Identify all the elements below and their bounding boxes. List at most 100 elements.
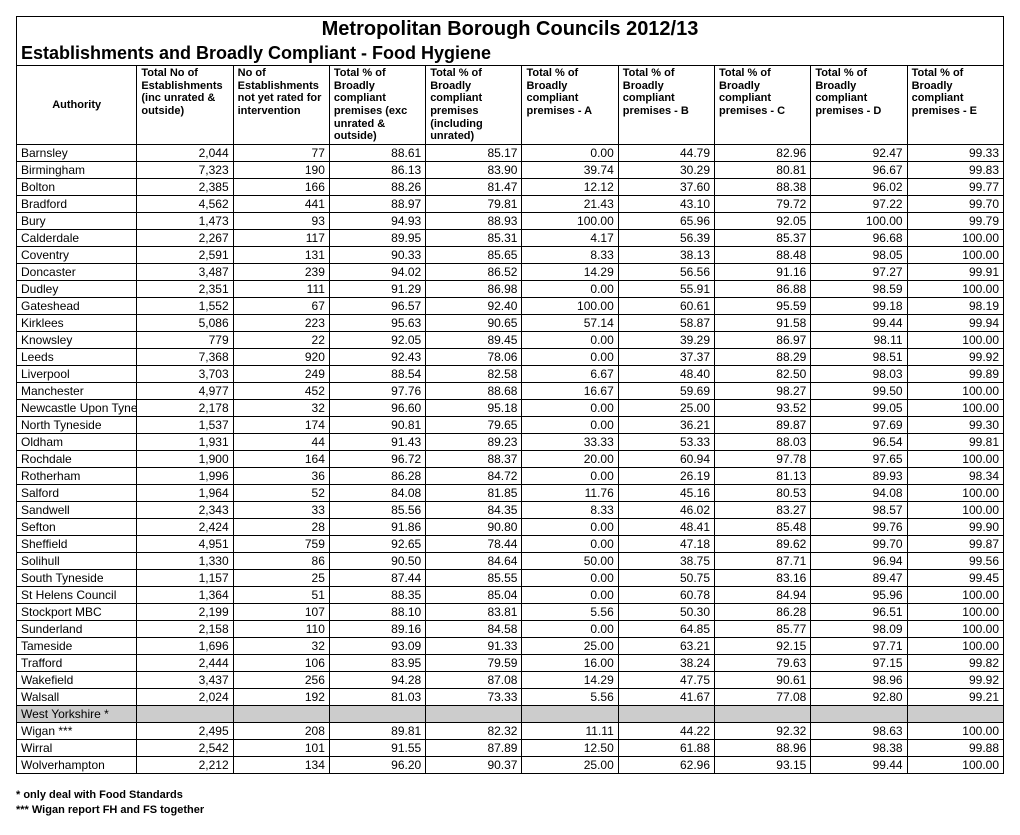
value-cell: 99.18 (811, 297, 907, 314)
value-cell: 87.89 (426, 739, 522, 756)
value-cell: 98.96 (811, 671, 907, 688)
table-row: Rotherham1,9963686.2884.720.0026.1981.13… (17, 467, 1004, 484)
value-cell: 99.50 (811, 382, 907, 399)
authority-cell: Gateshead (17, 297, 137, 314)
value-cell: 1,537 (137, 416, 233, 433)
value-cell: 84.64 (426, 552, 522, 569)
value-cell: 51 (233, 586, 329, 603)
value-cell: 1,964 (137, 484, 233, 501)
authority-cell: Newcastle Upon Tyne (17, 399, 137, 416)
value-cell: 46.02 (618, 501, 714, 518)
value-cell: 759 (233, 535, 329, 552)
rows-after: Wigan ***2,49520889.8182.3211.1144.2292.… (17, 722, 1004, 773)
value-cell: 94.08 (811, 484, 907, 501)
value-cell: 95.96 (811, 586, 907, 603)
value-cell: 28 (233, 518, 329, 535)
table-row: Bury1,4739394.9388.93100.0065.9692.05100… (17, 212, 1004, 229)
value-cell: 2,178 (137, 399, 233, 416)
value-cell: 99.90 (907, 518, 1003, 535)
authority-cell: Stockport MBC (17, 603, 137, 620)
authority-cell: Leeds (17, 348, 137, 365)
value-cell: 87.08 (426, 671, 522, 688)
value-cell: 39.29 (618, 331, 714, 348)
value-cell: 92.65 (329, 535, 425, 552)
value-cell: 97.71 (811, 637, 907, 654)
authority-cell: Knowsley (17, 331, 137, 348)
value-cell: 8.33 (522, 501, 618, 518)
value-cell: 4.17 (522, 229, 618, 246)
value-cell: 78.44 (426, 535, 522, 552)
value-cell: 25.00 (618, 399, 714, 416)
authority-cell: Doncaster (17, 263, 137, 280)
value-cell: 92.32 (715, 722, 811, 739)
grey-label: West Yorkshire * (17, 705, 137, 722)
value-cell: 174 (233, 416, 329, 433)
table-row: Sunderland2,15811089.1684.580.0064.8585.… (17, 620, 1004, 637)
value-cell: 91.43 (329, 433, 425, 450)
value-cell: 0.00 (522, 280, 618, 297)
value-cell: 88.03 (715, 433, 811, 450)
value-cell: 106 (233, 654, 329, 671)
value-cell: 100.00 (907, 484, 1003, 501)
value-cell: 86.88 (715, 280, 811, 297)
value-cell: 90.81 (329, 416, 425, 433)
table-row: Wolverhampton2,21213496.2090.3725.0062.9… (17, 756, 1004, 773)
value-cell: 89.45 (426, 331, 522, 348)
table-row: North Tyneside1,53717490.8179.650.0036.2… (17, 416, 1004, 433)
value-cell: 37.37 (618, 348, 714, 365)
value-cell: 100.00 (907, 756, 1003, 773)
value-cell: 90.50 (329, 552, 425, 569)
table-row: Sefton2,4242891.8690.800.0048.4185.4899.… (17, 518, 1004, 535)
value-cell: 96.94 (811, 552, 907, 569)
value-cell: 38.75 (618, 552, 714, 569)
value-cell: 100.00 (907, 722, 1003, 739)
value-cell: 62.96 (618, 756, 714, 773)
value-cell: 98.63 (811, 722, 907, 739)
value-cell: 21.43 (522, 195, 618, 212)
table-row: Birmingham7,32319086.1383.9039.7430.2980… (17, 161, 1004, 178)
value-cell: 85.55 (426, 569, 522, 586)
authority-cell: Sheffield (17, 535, 137, 552)
value-cell: 92.05 (329, 331, 425, 348)
value-cell: 2,212 (137, 756, 233, 773)
value-cell: 88.35 (329, 586, 425, 603)
value-cell: 84.58 (426, 620, 522, 637)
value-cell: 0.00 (522, 399, 618, 416)
value-cell: 100.00 (522, 212, 618, 229)
value-cell: 93 (233, 212, 329, 229)
value-cell: 96.57 (329, 297, 425, 314)
value-cell: 82.50 (715, 365, 811, 382)
table-row: Barnsley2,0447788.6185.170.0044.7982.969… (17, 144, 1004, 161)
value-cell: 99.33 (907, 144, 1003, 161)
value-cell: 93.15 (715, 756, 811, 773)
table-row: Knowsley7792292.0589.450.0039.2986.9798.… (17, 331, 1004, 348)
value-cell: 7,368 (137, 348, 233, 365)
authority-cell: Calderdale (17, 229, 137, 246)
value-cell: 99.91 (907, 263, 1003, 280)
value-cell: 100.00 (907, 586, 1003, 603)
value-cell: 57.14 (522, 314, 618, 331)
value-cell: 97.65 (811, 450, 907, 467)
value-cell: 96.54 (811, 433, 907, 450)
value-cell: 25.00 (522, 637, 618, 654)
value-cell: 88.68 (426, 382, 522, 399)
value-cell: 88.37 (426, 450, 522, 467)
value-cell: 100.00 (907, 603, 1003, 620)
value-cell: 48.40 (618, 365, 714, 382)
footnote-2: *** Wigan report FH and FS together (16, 803, 1004, 818)
value-cell: 36 (233, 467, 329, 484)
value-cell: 97.78 (715, 450, 811, 467)
value-cell: 88.26 (329, 178, 425, 195)
value-cell: 50.30 (618, 603, 714, 620)
authority-cell: Birmingham (17, 161, 137, 178)
authority-cell: Dudley (17, 280, 137, 297)
value-cell: 249 (233, 365, 329, 382)
value-cell: 920 (233, 348, 329, 365)
value-cell: 166 (233, 178, 329, 195)
value-cell: 83.90 (426, 161, 522, 178)
value-cell: 0.00 (522, 620, 618, 637)
value-cell: 89.62 (715, 535, 811, 552)
value-cell: 56.56 (618, 263, 714, 280)
value-cell: 86.98 (426, 280, 522, 297)
value-cell: 47.75 (618, 671, 714, 688)
